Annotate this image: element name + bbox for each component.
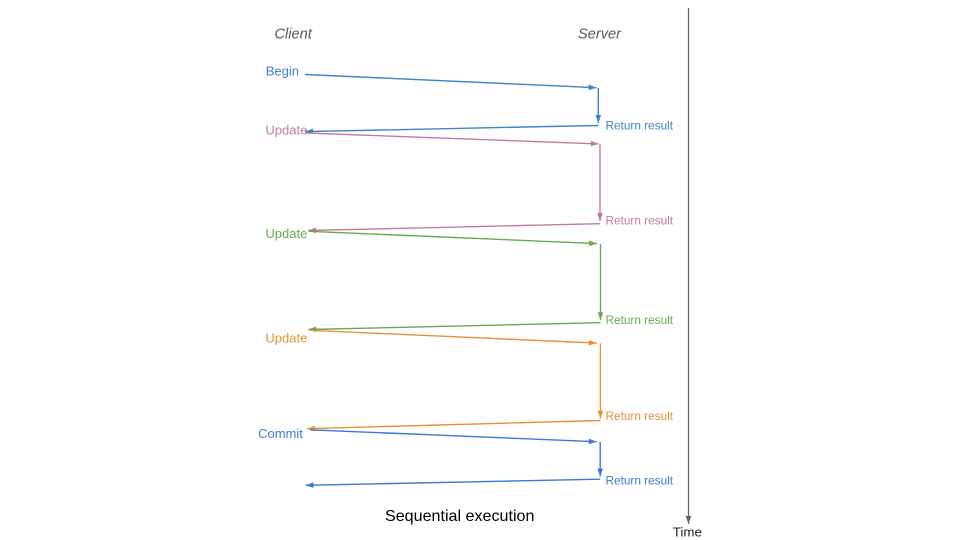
svg-text:Update: Update — [265, 123, 307, 138]
svg-text:Update: Update — [265, 226, 307, 241]
svg-text:Commit: Commit — [258, 426, 303, 441]
svg-text:Return result: Return result — [606, 313, 674, 327]
svg-text:Update: Update — [265, 330, 307, 345]
svg-text:Server: Server — [578, 27, 622, 43]
svg-text:Return result: Return result — [606, 409, 674, 423]
svg-text:Sequential execution: Sequential execution — [385, 507, 534, 525]
svg-text:Time: Time — [673, 525, 702, 540]
svg-text:Return result: Return result — [606, 119, 674, 133]
svg-text:Client: Client — [275, 27, 313, 43]
svg-text:Begin: Begin — [266, 63, 299, 78]
svg-text:Return result: Return result — [606, 473, 674, 487]
svg-text:Return result: Return result — [606, 213, 674, 227]
